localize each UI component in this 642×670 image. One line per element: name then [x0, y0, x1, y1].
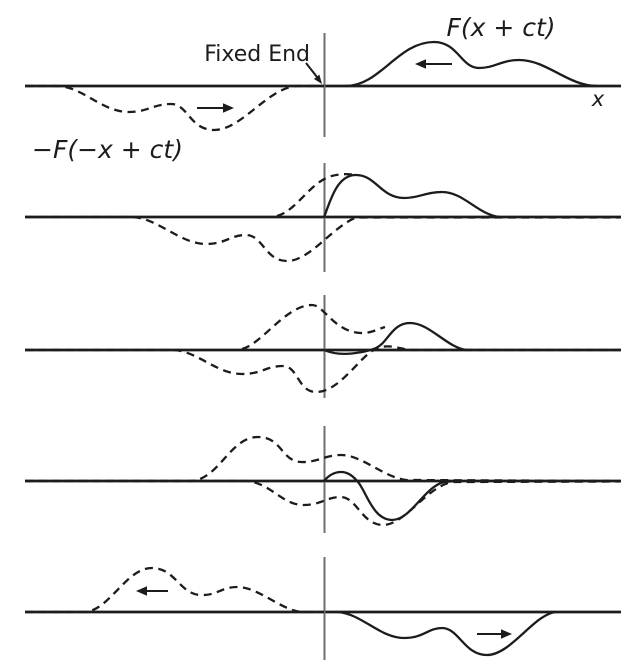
incident-wave-label: F(x + ct): [446, 13, 555, 42]
x-axis-label: x: [591, 87, 605, 111]
panel-1: Fixed End F(x + ct) −F(−x + ct) x: [25, 13, 621, 164]
solid-string-shape: [322, 470, 454, 522]
fixed-end-label: Fixed End: [204, 42, 310, 67]
solid-reflected-pulse: [336, 610, 558, 657]
dashed-image-pulse: [25, 84, 324, 132]
dashed-incident-pulse: [241, 303, 386, 351]
left-arrow-icon: [415, 59, 452, 69]
solid-string-shape: [322, 321, 469, 356]
dashed-image-pulse: [25, 566, 324, 614]
dashed-image-pulse: [25, 345, 620, 394]
panel-2: [25, 163, 621, 272]
right-arrow-icon: [197, 103, 234, 113]
dashed-incident-tail: [276, 173, 356, 218]
panel-5: [25, 557, 621, 660]
right-arrow-icon: [477, 629, 512, 639]
left-arrow-icon: [136, 586, 168, 596]
image-wave-label: −F(−x + ct): [32, 135, 183, 164]
dashed-image-pulse: [25, 215, 620, 263]
solid-incident-pulse: [344, 40, 599, 88]
panel-3: [25, 295, 621, 398]
panel-4: [25, 426, 621, 533]
fixed-end-pointer-arrow-icon: [305, 62, 322, 84]
dashed-image-pulse: [25, 479, 621, 527]
dashed-incident-pulse: [25, 435, 621, 483]
solid-string-shape: [322, 173, 502, 219]
